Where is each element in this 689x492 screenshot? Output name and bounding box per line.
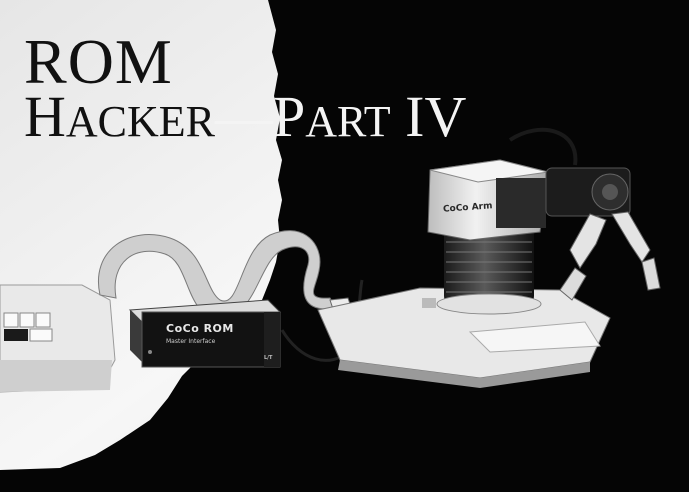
headline-dash: –– [215, 84, 274, 149]
headline-p: P [273, 84, 306, 149]
rom-box-label: CoCo ROM [166, 322, 234, 335]
robot-arm-base [317, 287, 611, 388]
computer-keyboard [0, 284, 116, 393]
headline: ROM HACKER––PART IV [24, 26, 466, 146]
headline-iv: IV [390, 84, 467, 149]
headline-line1: ROM [24, 26, 173, 97]
headline-art: ART [305, 97, 391, 146]
rom-interface-box [128, 299, 282, 368]
headline-acker: ACKER [65, 97, 216, 146]
headline-line2: HACKER––PART IV [24, 88, 466, 146]
robot-arm-column [436, 222, 542, 315]
rom-box-sublabel: Master Interface [166, 338, 216, 345]
headline-h: H [24, 84, 66, 149]
rom-box-corner-mark: L/T [264, 355, 273, 361]
robot-arm-head [427, 127, 578, 241]
robot-gripper [545, 167, 661, 301]
